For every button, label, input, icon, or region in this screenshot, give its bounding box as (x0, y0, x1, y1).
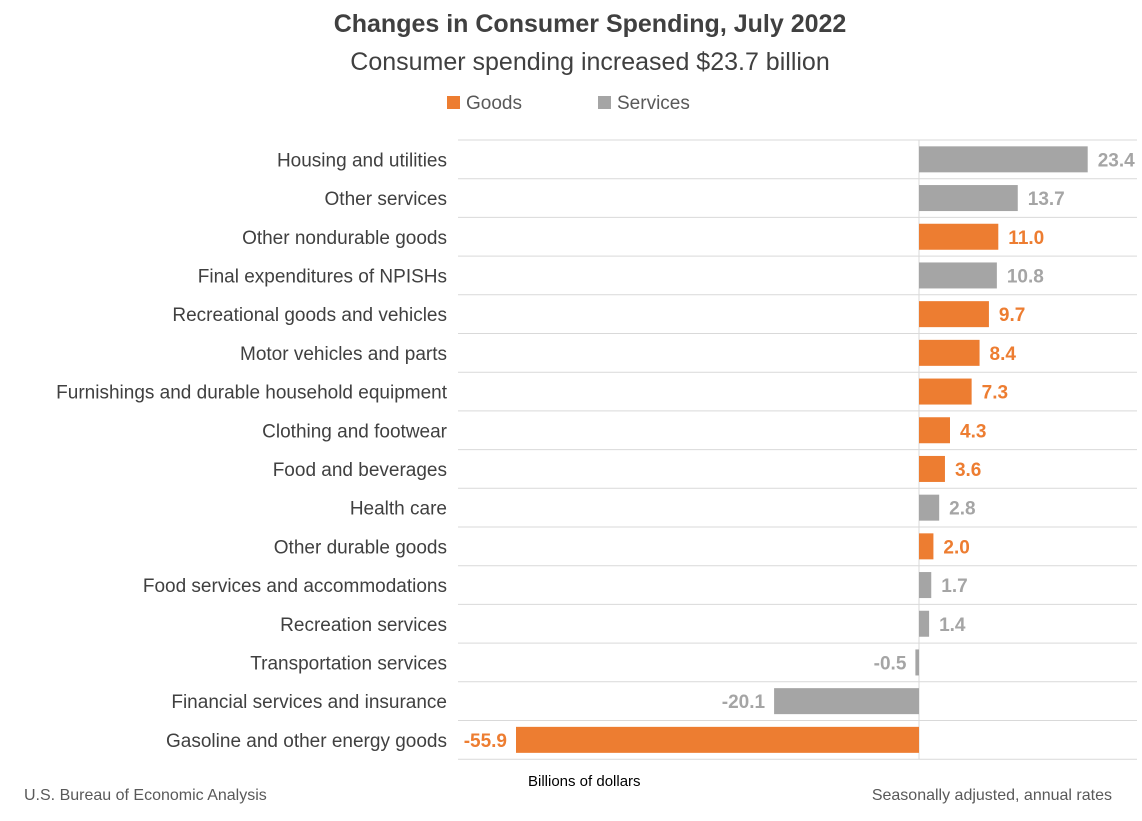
data-label: 13.7 (1028, 189, 1065, 210)
category-label: Health care (350, 499, 447, 520)
bar (919, 378, 972, 405)
bar (774, 688, 919, 715)
legend-item-goods: Goods (447, 93, 522, 115)
legend-swatch-services (598, 96, 611, 109)
data-label: -20.1 (722, 692, 766, 713)
units-label: Billions of dollars (528, 773, 641, 790)
data-label: 2.8 (949, 499, 975, 520)
category-label: Food and beverages (273, 460, 447, 481)
chart-title: Changes in Consumer Spending, July 2022 (333, 10, 847, 38)
category-label: Final expenditures of NPISHs (198, 266, 447, 287)
data-label: 11.0 (1008, 228, 1044, 249)
bar (919, 494, 940, 521)
data-label: 23.4 (1098, 150, 1135, 171)
data-label: 8.4 (990, 344, 1017, 365)
source-note: U.S. Bureau of Economic Analysis (24, 787, 267, 804)
data-label: 1.4 (939, 615, 966, 636)
data-label: 9.7 (999, 305, 1025, 326)
legend-swatch-goods (447, 96, 460, 109)
data-label: -55.9 (464, 731, 507, 752)
bar (919, 572, 932, 599)
data-label: 4.3 (960, 421, 986, 442)
bar (919, 146, 1088, 173)
legend-item-services: Services (598, 93, 690, 115)
data-label: 7.3 (982, 383, 1008, 404)
adjustment-note: Seasonally adjusted, annual rates (871, 787, 1112, 804)
legend-label-goods: Goods (466, 93, 522, 114)
category-label: Other services (325, 189, 447, 210)
bar (919, 417, 950, 444)
data-label: 2.0 (943, 537, 969, 558)
bar (919, 533, 934, 560)
data-label: 3.6 (955, 460, 981, 481)
category-label: Financial services and insurance (171, 692, 447, 713)
category-label: Recreational goods and vehicles (172, 305, 447, 326)
category-label: Clothing and footwear (262, 421, 448, 442)
bar (919, 455, 945, 482)
bar (919, 339, 980, 366)
bar (919, 610, 930, 637)
category-label: Transportation services (250, 653, 447, 674)
legend-label-services: Services (617, 93, 690, 114)
data-label: 10.8 (1007, 266, 1044, 287)
category-label: Gasoline and other energy goods (166, 731, 447, 752)
category-label: Other durable goods (274, 537, 447, 558)
category-label: Food services and accommodations (143, 576, 447, 597)
category-label: Furnishings and durable household equipm… (56, 383, 448, 404)
bar (919, 301, 989, 328)
bar (919, 262, 997, 289)
data-label: 1.7 (941, 576, 967, 597)
bar (915, 649, 919, 676)
chart-subtitle: Consumer spending increased $23.7 billio… (350, 48, 830, 76)
data-label: -0.5 (874, 653, 907, 674)
bar (919, 185, 1018, 212)
bar (919, 223, 999, 250)
category-label: Recreation services (280, 615, 447, 636)
category-label: Housing and utilities (277, 150, 447, 171)
category-label: Other nondurable goods (242, 228, 447, 249)
bar (516, 726, 919, 753)
category-label: Motor vehicles and parts (240, 344, 447, 365)
